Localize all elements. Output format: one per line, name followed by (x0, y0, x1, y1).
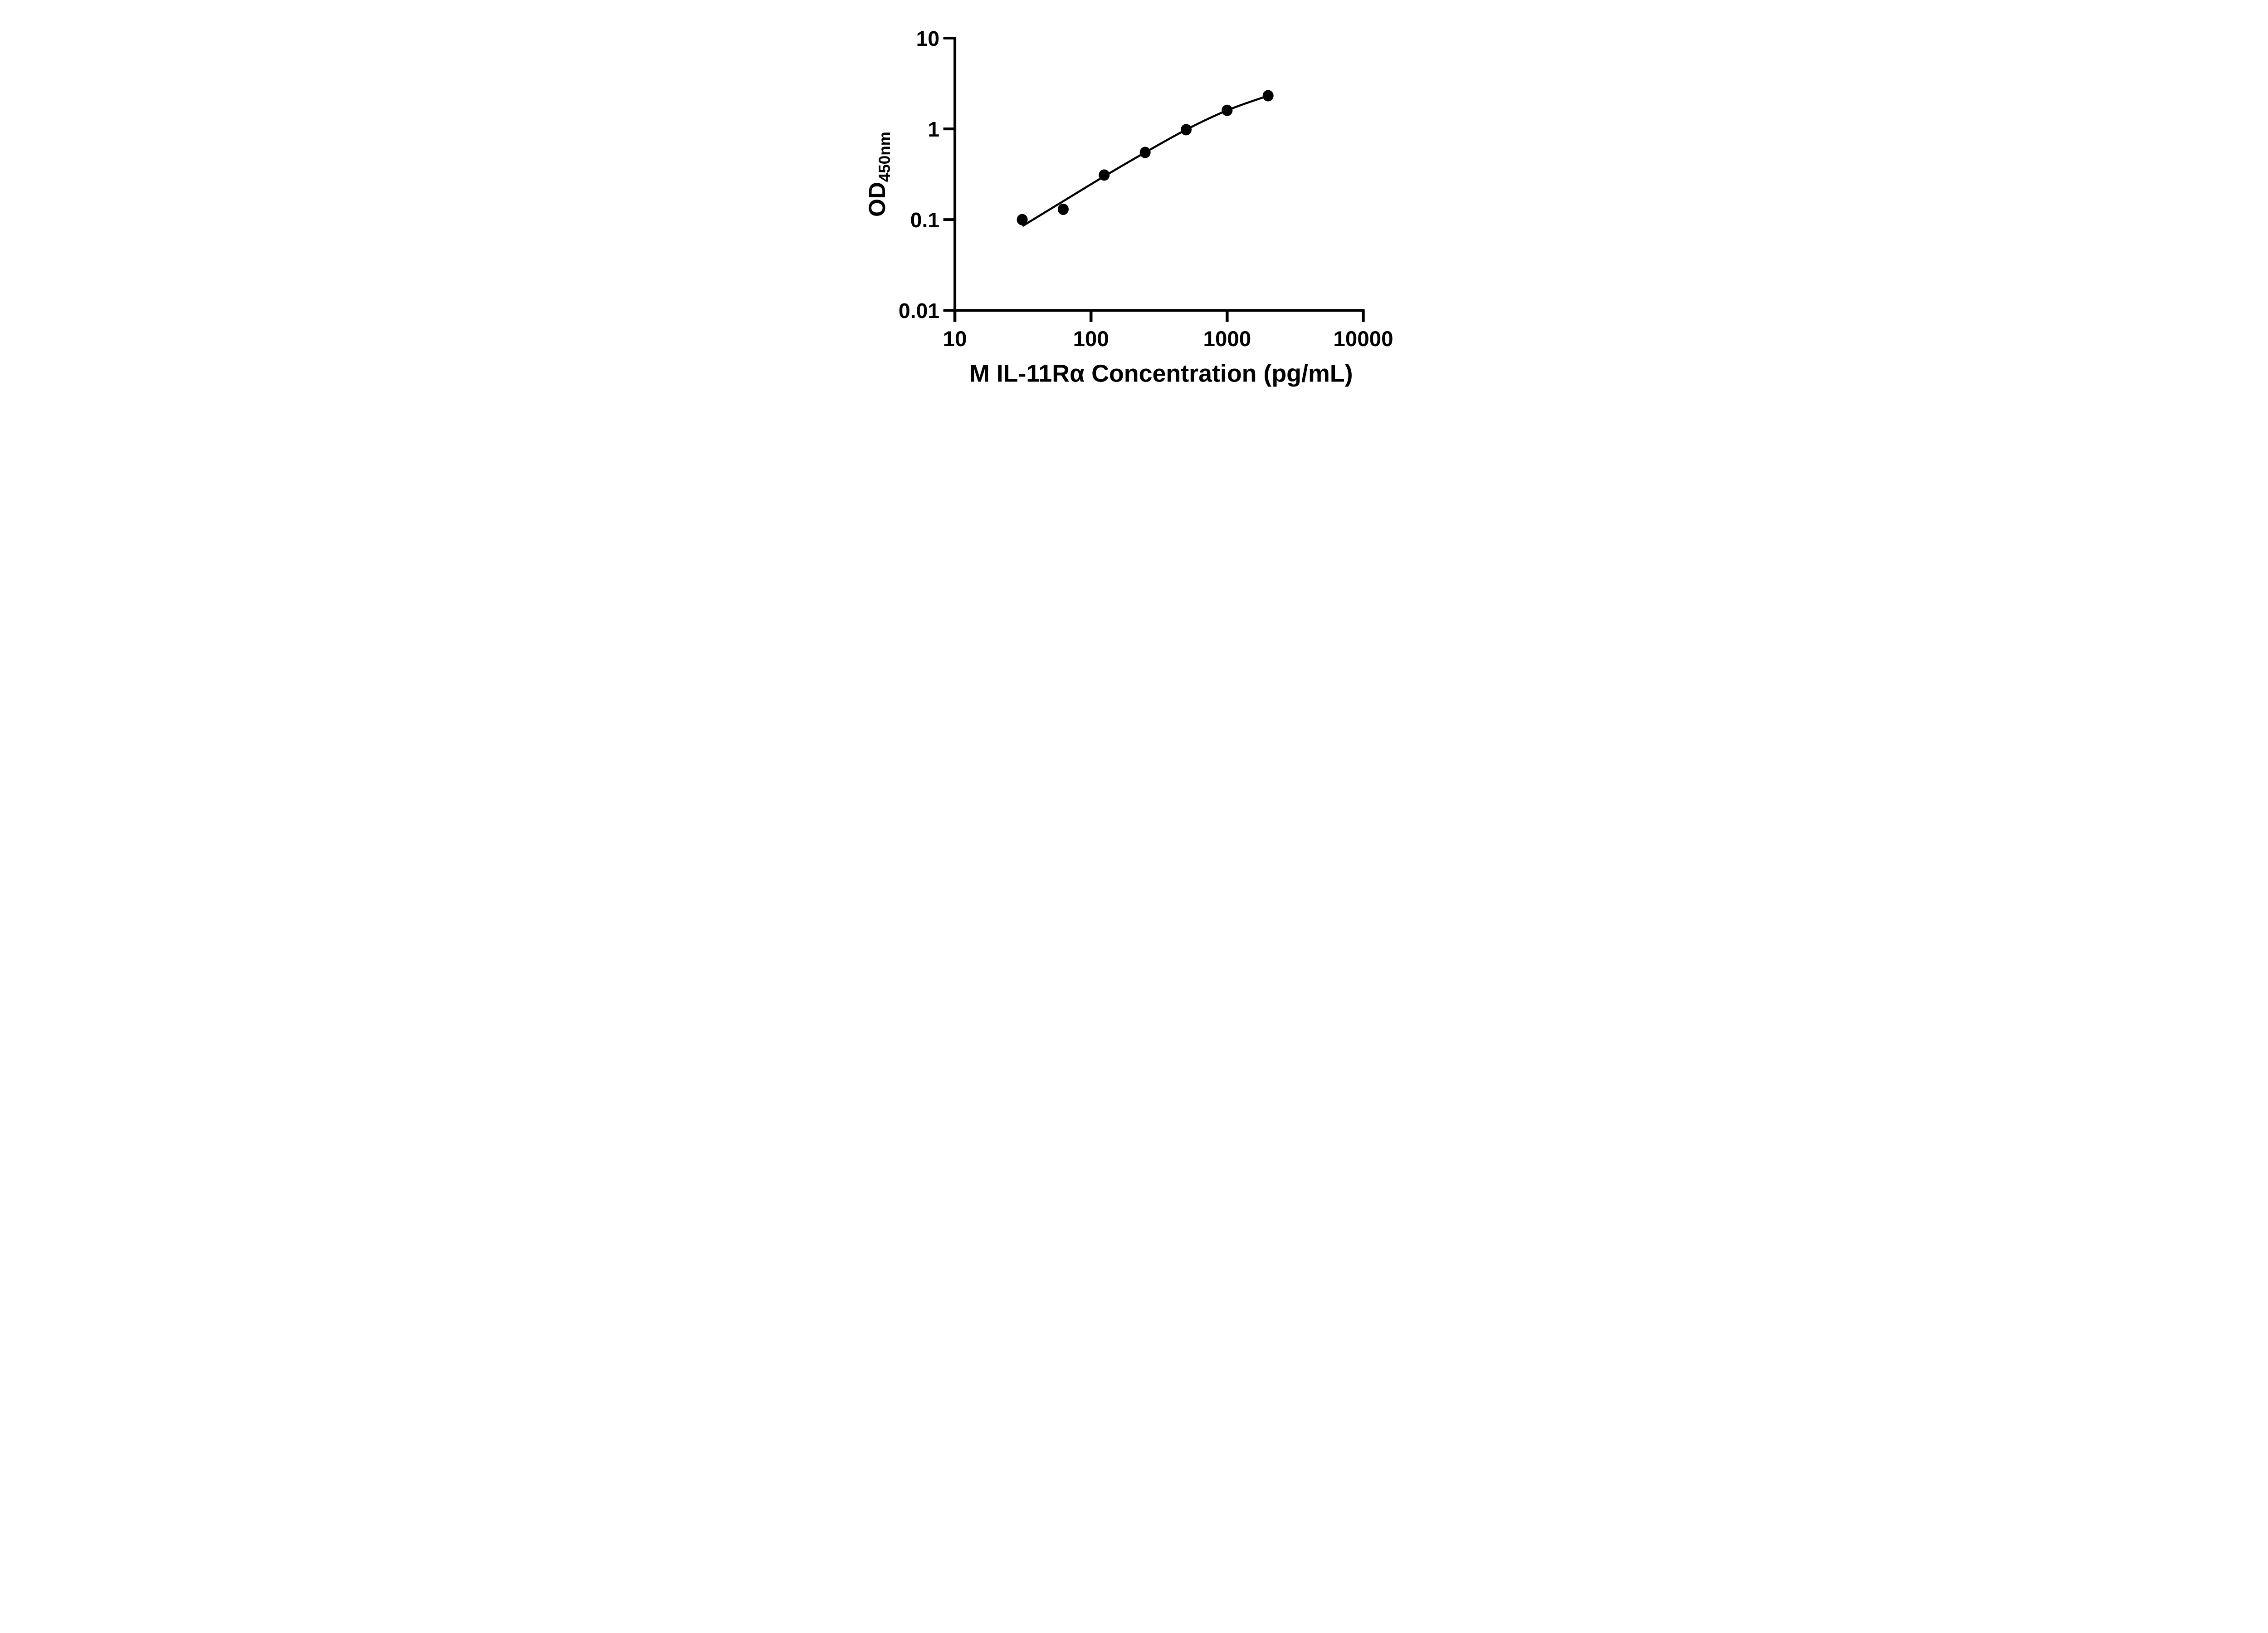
axes (953, 37, 1365, 312)
data-point-marker (1180, 124, 1192, 136)
y-axis-title-subscript: 450nm (876, 132, 894, 182)
data-point-marker (1057, 203, 1069, 215)
y-axis-title-main: OD (864, 182, 890, 217)
y-tick-label: 0.1 (910, 208, 939, 232)
data-points (1017, 90, 1274, 225)
y-axis-title: OD450nm (864, 132, 894, 217)
x-tick-label: 10 (943, 327, 967, 351)
x-axis-ticks (953, 310, 1365, 322)
y-axis-tick-labels: 10 1 0.1 0.01 (899, 27, 939, 323)
x-axis-tick-labels: 10 100 1000 10000 (943, 327, 1393, 351)
data-point-marker (1017, 214, 1028, 225)
y-tick-label: 0.01 (899, 299, 939, 323)
x-tick-label: 100 (1073, 327, 1109, 351)
y-axis-ticks (943, 37, 955, 312)
data-point-marker (1139, 147, 1151, 158)
x-tick-label: 1000 (1203, 327, 1251, 351)
data-point-marker (1099, 169, 1110, 181)
y-tick-label: 10 (916, 27, 939, 50)
x-tick-label: 10000 (1333, 327, 1393, 351)
data-point-marker (1262, 90, 1274, 102)
y-tick-label: 1 (928, 117, 939, 141)
chart-canvas: 10 1 0.1 0.01 10 100 1000 10000 M IL-11Rα Conc… (864, 27, 1393, 387)
x-axis-title: M IL-11Rα Concentration (pg/mL) (969, 360, 1353, 387)
data-point-marker (1222, 104, 1233, 116)
elisa-standard-curve-figure: 10 1 0.1 0.01 10 100 1000 10000 M IL-11Rα Conc… (842, 0, 1426, 408)
